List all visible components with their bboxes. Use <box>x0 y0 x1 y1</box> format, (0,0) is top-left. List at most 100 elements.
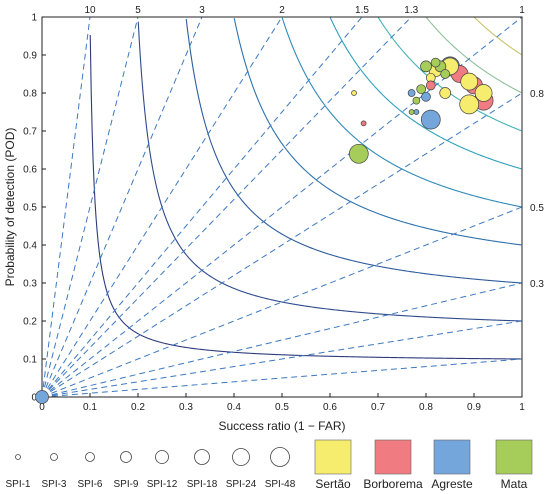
data-point <box>351 90 357 96</box>
csi-contour <box>185 19 522 284</box>
legend-size-label: SPI-18 <box>187 479 218 490</box>
data-point <box>420 109 441 130</box>
bias-labels: 10 5 3 2 1.5 1.3 1 0.8 0.5 0.3 <box>84 5 544 290</box>
legend-size-marker <box>85 452 95 462</box>
legend-region-label: Sertão <box>315 477 351 491</box>
legend-size-marker <box>15 454 21 460</box>
y-tick-label: 0.7 <box>23 127 37 138</box>
x-tick-label: 0.7 <box>371 402 385 413</box>
legend: SPI-1 SPI-3 SPI-6 SPI-9 SPI-12 SPI-18 SPI-24 SP… <box>5 439 533 491</box>
csi-contour <box>89 35 522 360</box>
csi-contour <box>329 17 522 170</box>
legend-size-label: SPI-3 <box>41 479 66 490</box>
axis-ticks: 0 0.1 0.2 0.3 0.4 0.5 0.6 0.7 0.8 0.9 1 0 0.1 0.2 0.3 0… <box>23 13 525 414</box>
y-tick-label: 0.1 <box>23 355 37 366</box>
legend-region-label: Agreste <box>431 477 473 491</box>
legend-size-label: SPI-6 <box>77 479 102 490</box>
bias-line <box>42 17 363 397</box>
bias-line <box>42 17 522 397</box>
data-point <box>407 89 416 97</box>
bias-line <box>42 17 139 397</box>
y-tick-label: 0.4 <box>23 241 37 252</box>
x-tick-label: 0.9 <box>467 402 481 413</box>
data-point <box>408 109 415 115</box>
legend-size-marker <box>155 450 169 464</box>
data-points <box>35 56 494 404</box>
data-point <box>420 60 432 73</box>
data-point <box>416 84 427 95</box>
data-point <box>459 94 480 115</box>
legend-size-marker <box>50 453 58 461</box>
y-axis-label: Probability of detection (POD) <box>3 128 17 287</box>
y-tick-label: 1 <box>31 13 37 24</box>
bias-label-top: 1.5 <box>355 5 369 16</box>
bias-line <box>42 320 522 397</box>
bias-line <box>42 92 522 397</box>
bias-label-top: 2 <box>279 5 285 16</box>
bias-line <box>42 282 522 397</box>
y-tick-label: 0.6 <box>23 165 37 176</box>
legend-size-marker <box>270 447 290 467</box>
bias-label-right: 0.3 <box>530 279 544 290</box>
x-axis-label: Success ratio (1 − FAR) <box>218 419 345 433</box>
bias-line <box>42 358 522 397</box>
x-tick-label: 0.4 <box>227 402 241 413</box>
x-tick-label: 1 <box>519 402 525 413</box>
legend-region-swatch <box>433 439 471 475</box>
data-point <box>425 80 436 91</box>
y-tick-label: 0.8 <box>23 89 37 100</box>
data-point <box>413 109 420 115</box>
data-point <box>430 57 441 68</box>
bias-label-top: 5 <box>135 5 141 16</box>
x-tick-label: 0.2 <box>131 402 145 413</box>
y-tick-label: 0.9 <box>23 51 37 62</box>
bias-label-top: 10 <box>84 5 96 16</box>
data-point <box>35 390 49 404</box>
csi-contour <box>233 18 522 246</box>
bias-label-top: 1 <box>519 5 525 16</box>
bias-line <box>42 17 91 397</box>
legend-region-label: Borborema <box>363 477 423 491</box>
bias-lines <box>42 17 522 397</box>
legend-region-swatch <box>495 439 533 475</box>
legend-size-marker <box>194 449 210 465</box>
data-point <box>348 143 369 164</box>
legend-size-label: SPI-12 <box>147 479 178 490</box>
bias-line <box>42 17 283 397</box>
x-tick-label: 0.8 <box>419 402 433 413</box>
bias-label-top: 1.3 <box>404 5 418 16</box>
data-point <box>412 96 421 105</box>
legend-size-label: SPI-48 <box>265 479 296 490</box>
x-tick-label: 0.6 <box>323 402 337 413</box>
legend-size-marker <box>120 451 132 463</box>
csi-contour <box>473 17 522 56</box>
y-tick-label: 0 <box>31 393 37 404</box>
data-point <box>474 84 493 102</box>
bias-line <box>42 17 412 397</box>
data-point <box>439 87 452 99</box>
bias-label-top: 3 <box>199 5 205 16</box>
legend-region-swatch <box>314 439 352 475</box>
y-tick-label: 0.3 <box>23 279 37 290</box>
bias-line <box>42 206 522 397</box>
data-point <box>360 120 367 127</box>
legend-size-label: SPI-9 <box>113 479 138 490</box>
data-point <box>440 69 451 79</box>
data-point <box>460 72 479 91</box>
legend-region-swatch <box>374 439 412 475</box>
bias-line <box>42 17 203 397</box>
bias-label-right: 0.8 <box>530 89 544 100</box>
legend-size-marker <box>232 448 250 466</box>
x-tick-label: 0.1 <box>83 402 97 413</box>
csi-contour <box>425 17 522 94</box>
x-tick-label: 0.3 <box>179 402 193 413</box>
y-tick-label: 0.5 <box>23 203 37 214</box>
legend-size-label: SPI-1 <box>5 479 30 490</box>
x-tick-label: 0.5 <box>275 402 289 413</box>
y-tick-label: 0.2 <box>23 317 37 328</box>
bias-label-right: 0.5 <box>530 203 544 214</box>
x-tick-label: 0 <box>39 402 45 413</box>
legend-region-label: Mata <box>501 477 528 491</box>
data-point <box>421 91 431 102</box>
